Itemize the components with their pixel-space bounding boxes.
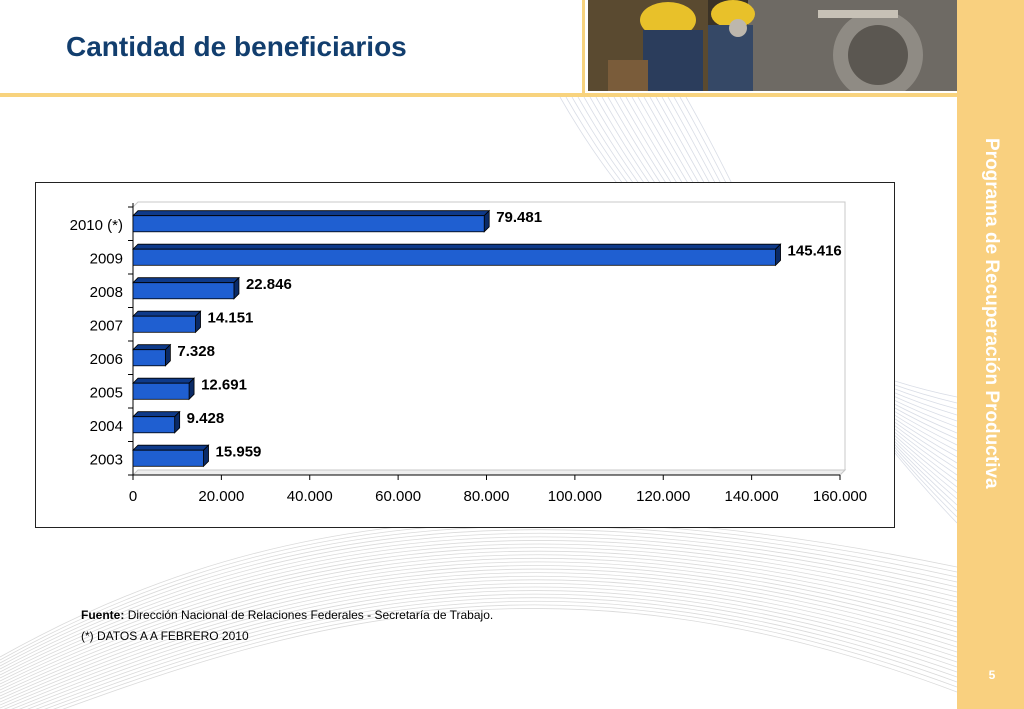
wave-line: [0, 532, 957, 670]
bar-chart: 0 20.000 40.000 60.000 80.000 100.000 120.000 1…: [70, 201, 867, 505]
wave-line: [3, 582, 957, 709]
wave-line: [0, 561, 957, 694]
category-label: 2005: [90, 384, 123, 401]
wave-line: [53, 604, 957, 709]
data-label: 22.846: [246, 276, 292, 293]
x-tick-label: 40.000: [287, 488, 333, 505]
category-label: 2010 (*): [70, 217, 123, 234]
x-tick-label: 160.000: [813, 488, 867, 505]
bar: [132, 282, 235, 300]
wave-line: [0, 522, 957, 661]
plot-floor: [131, 469, 847, 476]
header-rule: [0, 93, 957, 97]
wave-line: [0, 529, 957, 667]
footnote: (*) DATOS A A FEBRERO 2010: [81, 629, 249, 643]
wave-line: [44, 600, 957, 709]
category-label: 2004: [90, 418, 123, 435]
x-tick-label: 20.000: [198, 488, 244, 505]
bar-top-face: [132, 310, 202, 317]
x-tick-label: 120.000: [636, 488, 690, 505]
category-label: 2006: [90, 351, 123, 368]
wave-line: [0, 568, 957, 700]
wave-line: [0, 554, 957, 688]
wave-line: [0, 525, 957, 664]
data-label: 145.416: [788, 242, 842, 259]
bar-top-face: [132, 210, 491, 217]
bar: [132, 215, 485, 233]
bar-top-face: [132, 411, 181, 418]
data-label: 15.959: [216, 443, 262, 460]
wave-line: [0, 536, 957, 673]
bar: [132, 416, 176, 434]
wave-line: [0, 547, 957, 682]
x-tick-label: 140.000: [725, 488, 779, 505]
data-label: 9.428: [187, 410, 225, 427]
wave-line: [11, 586, 957, 709]
plot-area: [132, 201, 846, 476]
wave-line: [35, 597, 957, 709]
data-label: 79.481: [496, 209, 542, 226]
x-tick-label: 80.000: [464, 488, 510, 505]
bar: [132, 349, 166, 367]
sidebar-band: [957, 0, 1024, 709]
x-tick-label: 100.000: [548, 488, 602, 505]
bar-top-face: [132, 344, 172, 351]
wave-line: [18, 590, 957, 709]
data-label: 7.328: [177, 343, 215, 360]
wave-line: [62, 608, 957, 709]
source-text: Dirección Nacional de Relaciones Federal…: [127, 608, 494, 622]
bar: [132, 449, 204, 467]
bar-top-face: [132, 277, 240, 284]
bar-top-face: [132, 243, 782, 250]
x-tick-label: 0: [129, 488, 137, 505]
wave-line: [0, 579, 957, 709]
sidebar-program-name: Programa de Recuperación Productiva: [976, 138, 1006, 578]
x-tick-label: 60.000: [375, 488, 421, 505]
header-separator: [582, 0, 585, 93]
data-label: 12.691: [201, 376, 247, 393]
slide-title: Cantidad de beneficiarios: [66, 31, 407, 62]
wave-line: [0, 565, 957, 697]
source-label: Fuente:: [81, 608, 125, 622]
wave-line: [0, 550, 957, 685]
wave-line: [27, 593, 957, 709]
wave-line: [0, 543, 957, 679]
bar-top-face: [132, 377, 196, 384]
category-label: 2009: [90, 250, 123, 267]
wave-line: [0, 572, 957, 703]
bar-top-face: [132, 444, 210, 451]
wave-line: [0, 557, 957, 691]
construction-workers-photo: [588, 0, 957, 91]
category-label: 2008: [90, 284, 123, 301]
bar: [132, 382, 190, 400]
source-note: Fuente: Dirección Nacional de Relaciones…: [81, 608, 493, 622]
sidebar-program-name-text: Programa de Recuperación Productiva: [981, 138, 1002, 489]
data-label: 14.151: [208, 309, 254, 326]
category-label: 2003: [90, 451, 123, 468]
bar: [132, 315, 196, 333]
chart-frame: 0 20.000 40.000 60.000 80.000 100.000 120.000 1…: [35, 182, 895, 528]
category-label: 2007: [90, 317, 123, 334]
bar: [132, 248, 776, 266]
page-number: 5: [988, 668, 996, 682]
wave-line: [0, 575, 957, 706]
wave-line: [0, 540, 957, 676]
